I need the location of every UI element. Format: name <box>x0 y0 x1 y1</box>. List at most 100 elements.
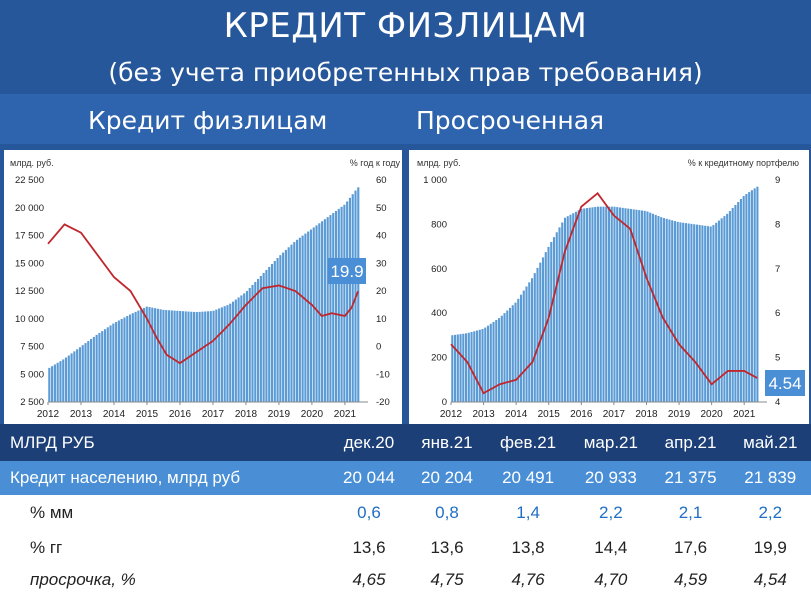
bar <box>101 331 104 402</box>
bar <box>517 298 520 402</box>
right-panel: млрд. руб.% к кредитному портфелю 1 000 80… <box>405 144 811 426</box>
y-tick-label: 17 500 <box>15 231 44 242</box>
bar <box>115 321 118 402</box>
table-cell: 21 375 <box>651 461 730 495</box>
left-panel-title: Кредит физлицам <box>88 106 328 135</box>
bar <box>90 338 93 402</box>
bar <box>684 223 688 402</box>
bar <box>59 361 62 402</box>
bar <box>712 225 715 402</box>
bar <box>226 305 229 402</box>
bar <box>591 207 594 402</box>
y-tick-label: 800 <box>431 219 447 230</box>
bar <box>51 366 54 402</box>
bar <box>223 306 226 402</box>
bar <box>204 311 207 402</box>
y2-tick-label: 9 <box>775 175 780 186</box>
y2-tick-label: 7 <box>775 264 780 275</box>
credit-chart: млрд. руб. % год к году 22 500 20 000 17 500… <box>10 158 400 420</box>
bar <box>67 355 70 402</box>
table-cell: 4,65 <box>330 565 408 595</box>
table-cell: 13,8 <box>486 530 571 565</box>
bar <box>295 239 299 402</box>
bar <box>337 208 340 402</box>
bar <box>467 332 470 402</box>
y-axis-label: млрд. руб. <box>10 158 54 168</box>
bar <box>453 334 457 402</box>
bar <box>198 311 201 402</box>
bar <box>212 310 215 402</box>
x-tick-label: 2015 <box>538 409 561 420</box>
y-tick-label: 15 000 <box>15 258 44 269</box>
bar <box>737 202 740 402</box>
bar <box>651 213 655 402</box>
bar <box>539 262 542 402</box>
bar <box>95 334 98 402</box>
y2-tick-label: 50 <box>376 203 387 214</box>
bar <box>673 221 677 402</box>
bar <box>481 329 484 402</box>
y-tick-label: 5 000 <box>20 369 44 380</box>
bar <box>48 367 51 402</box>
bar <box>159 309 162 402</box>
y-tick-label: 0 <box>442 397 447 408</box>
x-tick-label: 2014 <box>103 409 126 420</box>
bar <box>687 223 690 402</box>
bar <box>519 294 523 402</box>
bar <box>514 302 517 402</box>
y-tick-label: 1 000 <box>423 175 447 186</box>
bar <box>176 310 179 402</box>
bar <box>140 309 143 402</box>
bar <box>632 209 635 402</box>
bar <box>120 318 123 402</box>
bar <box>357 187 360 402</box>
bar <box>315 225 318 402</box>
bar <box>268 266 271 402</box>
bar <box>753 188 756 402</box>
bar <box>276 257 279 402</box>
bar <box>262 272 265 402</box>
table-cell: 4,54 <box>729 565 811 595</box>
bar <box>522 290 525 402</box>
bar <box>134 311 137 402</box>
y2-tick-label: 6 <box>775 308 780 319</box>
bar <box>195 312 198 402</box>
bar <box>218 308 221 402</box>
table-cell: 21 839 <box>729 461 811 495</box>
bar <box>456 334 459 402</box>
bar <box>192 311 196 402</box>
bar <box>629 208 633 402</box>
bar <box>142 307 146 402</box>
y2-tick-label: 40 <box>376 231 387 242</box>
annotation-box <box>765 370 805 396</box>
bar <box>123 317 126 402</box>
bar <box>282 252 285 402</box>
x-tick-label: 2021 <box>733 409 756 420</box>
bar <box>489 323 492 402</box>
panel-titles-bar: Кредит физлицам Просроченная задолженнос… <box>0 94 811 164</box>
left-chart-box: млрд. руб. % год к году 22 500 20 000 17 500… <box>4 150 402 424</box>
bar <box>618 207 622 402</box>
bar <box>533 273 536 402</box>
bar <box>621 207 624 402</box>
bar <box>148 307 151 402</box>
left-panel: млрд. руб. % год к году 22 500 20 000 17 500… <box>0 144 405 426</box>
bar <box>704 225 707 402</box>
bar <box>541 257 545 402</box>
table-header-cell: мар.21 <box>570 424 652 461</box>
bar <box>550 242 553 402</box>
bar <box>613 206 616 402</box>
x-tick-label: 2021 <box>334 409 357 420</box>
bar <box>695 224 698 402</box>
bar <box>451 335 454 402</box>
table-cell: 4,76 <box>486 565 571 595</box>
bar <box>334 210 338 402</box>
table-cell: 17,6 <box>651 530 730 565</box>
bar <box>128 314 132 402</box>
bar <box>64 357 68 402</box>
bar <box>723 216 726 402</box>
bar <box>254 281 257 402</box>
bar <box>298 237 301 402</box>
bar <box>701 225 704 402</box>
data-table: МЛРД РУБ дек.20 янв.21 фев.21 мар.21 апр… <box>0 424 811 595</box>
